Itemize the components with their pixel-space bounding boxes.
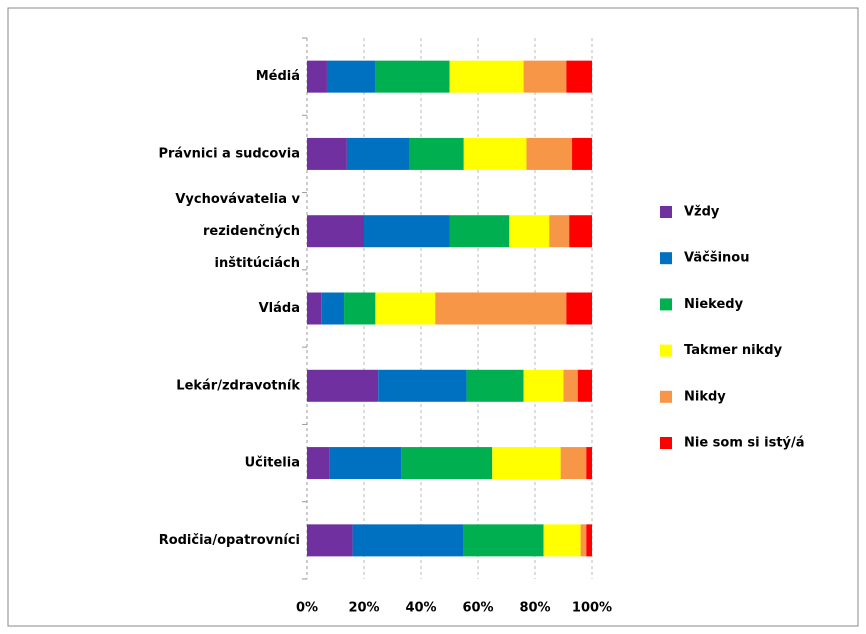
legend-label: Nikdy [684, 389, 726, 404]
bar-segment [526, 137, 573, 170]
legend-label: Takmer nikdy [684, 343, 783, 358]
legend-swatch [660, 390, 672, 403]
bar-segment [346, 137, 410, 170]
bar-segment [321, 292, 345, 325]
x-tick-label: 0% [296, 601, 318, 616]
bar-segment [523, 369, 564, 402]
bar-segment [566, 60, 592, 93]
bar-segment [566, 292, 592, 325]
x-tick-label: 40% [405, 601, 436, 616]
legend-label: Vždy [684, 205, 720, 220]
y-tick-label: Lekár/zdravotník [176, 378, 300, 393]
bar-segment [307, 292, 322, 325]
bar-segment [352, 524, 464, 557]
bar-segment [577, 369, 592, 402]
bar-segment [463, 524, 544, 557]
bar-segment [329, 447, 402, 480]
bar-segment [549, 215, 570, 248]
bar-segment [449, 215, 510, 248]
bar-segment [560, 447, 587, 480]
bar-segment [378, 369, 467, 402]
bar-segment [307, 215, 364, 248]
bar-segment [586, 524, 592, 557]
bar-segment [466, 369, 524, 402]
y-tick-label: Vláda [259, 301, 300, 316]
bar-segment [326, 60, 376, 93]
bar-segment [435, 292, 567, 325]
x-tick-label: 60% [462, 601, 493, 616]
bar-segment [307, 369, 379, 402]
bar-segment [344, 292, 376, 325]
bar-segment [492, 447, 561, 480]
bar-segment [307, 524, 353, 557]
bar-segment [307, 137, 347, 170]
bar-segment [409, 137, 464, 170]
y-tick-label: Vychovávatelia v rezidenčných inštitúciách [175, 192, 300, 271]
x-tick-label: 80% [519, 601, 550, 616]
y-tick-label: Právnici a sudcovia [158, 146, 300, 161]
x-tick-label: 100% [572, 601, 612, 616]
legend-label: Väčšinou [684, 251, 749, 266]
x-tick-label: 20% [348, 601, 379, 616]
bar-segment [401, 447, 493, 480]
bar-segment [307, 447, 330, 480]
bar-segment [463, 137, 527, 170]
legend-label: Nie som si istý/á [684, 436, 805, 451]
bar-segment [449, 60, 524, 93]
bar-segment [586, 447, 592, 480]
legend-swatch [660, 252, 672, 265]
bar-segment [364, 215, 450, 248]
bar-segment [572, 137, 592, 170]
legend-swatch [660, 206, 672, 218]
y-tick-label: Médiá [256, 69, 300, 84]
legend-swatch [660, 344, 672, 357]
bar-segment [375, 60, 450, 93]
y-tick-label: Učitelia [245, 456, 300, 471]
bar-segment [509, 215, 550, 248]
y-tick-label: Rodičia/opatrovníci [159, 533, 300, 548]
legend-label: Niekedy [684, 297, 744, 312]
bar-segment [375, 292, 436, 325]
bar-segment [307, 60, 327, 93]
legend-swatch [660, 298, 672, 311]
bar-segment [580, 524, 587, 557]
legend-swatch [660, 437, 672, 449]
bar-segment [569, 215, 592, 248]
bar-segment [563, 369, 578, 402]
bar-segment [543, 524, 581, 557]
bar-segment [523, 60, 567, 93]
